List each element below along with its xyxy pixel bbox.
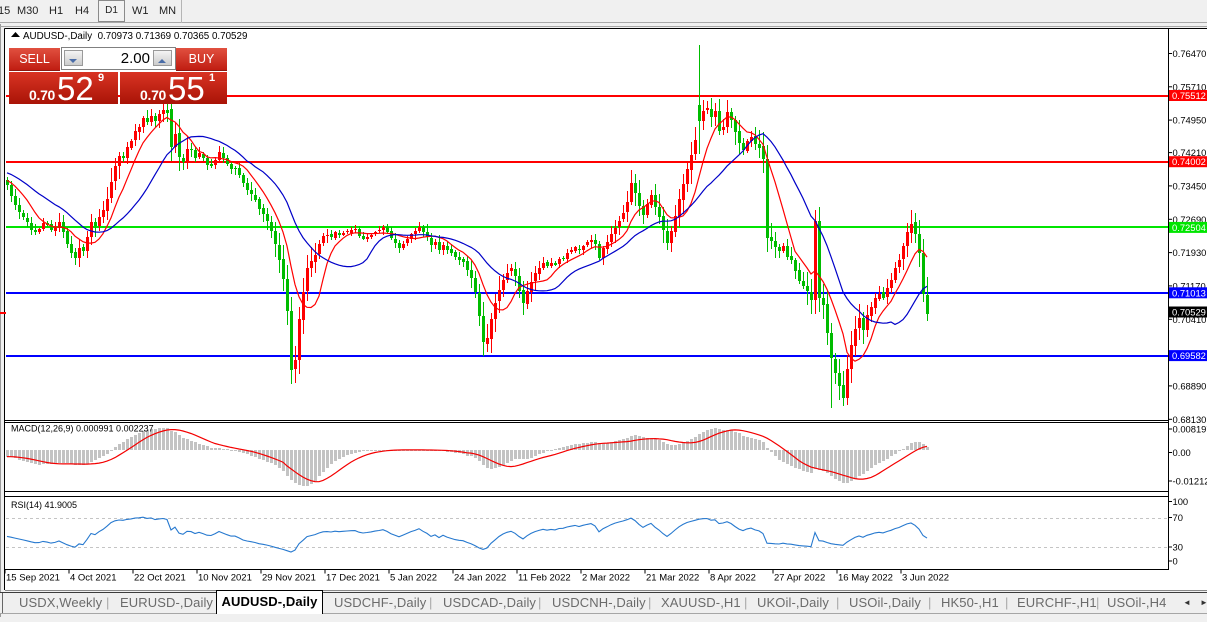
svg-text:10 Nov 2021: 10 Nov 2021	[198, 573, 252, 584]
svg-text:17 Dec 2021: 17 Dec 2021	[326, 573, 380, 584]
svg-text:11 Feb 2022: 11 Feb 2022	[518, 573, 571, 584]
svg-text:3 Jun 2022: 3 Jun 2022	[902, 573, 949, 584]
svg-text:30: 30	[1173, 542, 1183, 553]
svg-text:27 Apr 2022: 27 Apr 2022	[774, 573, 825, 584]
svg-text:4 Oct 2021: 4 Oct 2021	[70, 573, 116, 584]
svg-text:RSI(14) 41.9005: RSI(14) 41.9005	[11, 500, 77, 510]
svg-text:0.76470: 0.76470	[1173, 48, 1207, 59]
svg-text:0.71930: 0.71930	[1173, 247, 1207, 258]
svg-text:0.74950: 0.74950	[1173, 115, 1207, 126]
svg-text:0.69582: 0.69582	[1172, 350, 1206, 361]
svg-text:100: 100	[1173, 496, 1189, 507]
svg-text:29 Nov 2021: 29 Nov 2021	[262, 573, 316, 584]
svg-text:0.74002: 0.74002	[1172, 156, 1206, 167]
svg-text:0.008197: 0.008197	[1173, 424, 1207, 435]
svg-text:2 Mar 2022: 2 Mar 2022	[582, 573, 630, 584]
svg-text:-0.01212: -0.01212	[1173, 476, 1207, 487]
svg-text:16 May 2022: 16 May 2022	[838, 573, 893, 584]
svg-text:5 Jan 2022: 5 Jan 2022	[390, 573, 437, 584]
svg-text:0.68890: 0.68890	[1173, 380, 1207, 391]
svg-text:0.75512: 0.75512	[1172, 90, 1206, 101]
svg-text:AUDUSD-,Daily 0.70973 0.71369: AUDUSD-,Daily 0.70973 0.71369 0.70365 0.…	[23, 31, 247, 42]
svg-text:24 Jan 2022: 24 Jan 2022	[454, 573, 506, 584]
svg-text:0: 0	[1173, 556, 1178, 567]
svg-text:70: 70	[1173, 512, 1183, 523]
svg-text:0.73450: 0.73450	[1173, 180, 1207, 191]
svg-text:0.70529: 0.70529	[1172, 307, 1206, 318]
svg-text:21 Mar 2022: 21 Mar 2022	[646, 573, 699, 584]
svg-text:22 Oct 2021: 22 Oct 2021	[134, 573, 186, 584]
svg-text:0.00: 0.00	[1173, 447, 1191, 458]
svg-text:0.71013: 0.71013	[1172, 287, 1206, 298]
svg-text:MACD(12,26,9) 0.000991 0.00223: MACD(12,26,9) 0.000991 0.002237	[11, 424, 154, 434]
svg-text:8 Apr 2022: 8 Apr 2022	[710, 573, 756, 584]
svg-text:0.72504: 0.72504	[1172, 222, 1206, 233]
svg-text:15 Sep 2021: 15 Sep 2021	[6, 573, 60, 584]
